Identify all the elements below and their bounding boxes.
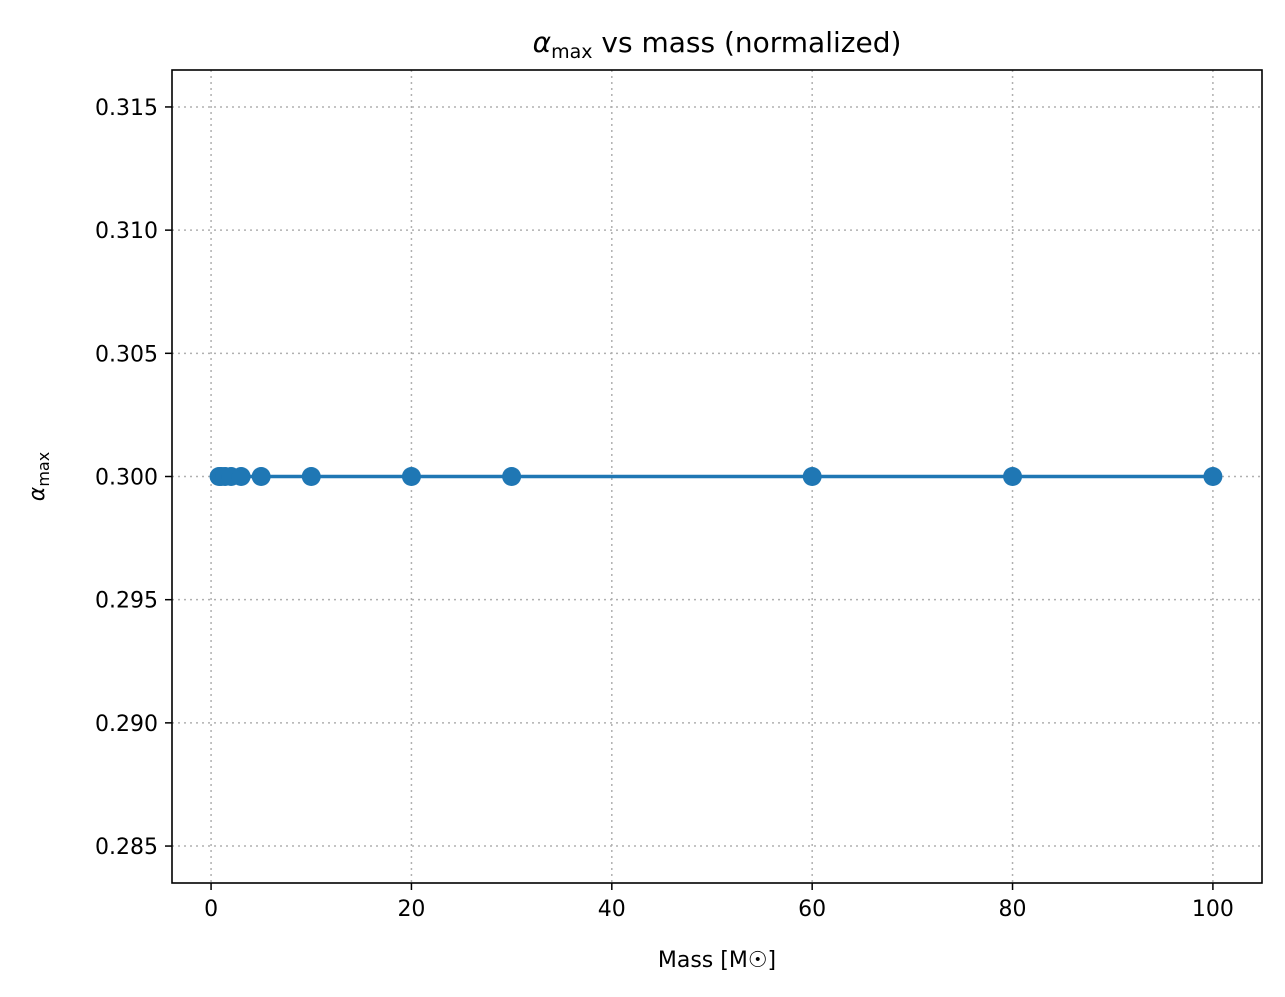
x-tick-label: 40 xyxy=(598,897,626,922)
data-point xyxy=(1003,467,1023,486)
y-tick-label: 0.315 xyxy=(95,96,158,121)
data-point xyxy=(802,467,822,486)
x-tick-label: 60 xyxy=(798,897,826,922)
data-point xyxy=(502,467,522,486)
title-rest: vs mass (normalized) xyxy=(592,26,901,59)
y-tick-label: 0.310 xyxy=(95,219,158,244)
x-axis-label: Mass [M☉] xyxy=(658,948,776,973)
y-tick-label: 0.285 xyxy=(95,835,158,860)
x-tick-label: 80 xyxy=(999,897,1027,922)
y-tick-label: 0.290 xyxy=(95,712,158,737)
series-layer xyxy=(209,467,1223,486)
data-point xyxy=(231,467,251,486)
x-tick-label: 20 xyxy=(397,897,425,922)
y-tick-label: 0.305 xyxy=(95,342,158,367)
y-axis-label: αmax xyxy=(25,452,53,501)
y-tick-label: 0.295 xyxy=(95,589,158,614)
y-tick-label: 0.300 xyxy=(95,466,158,491)
title-subscript: max xyxy=(551,41,592,63)
x-tick-label: 100 xyxy=(1192,897,1234,922)
chart-title: αmax vs mass (normalized) xyxy=(533,26,902,63)
data-point xyxy=(301,467,321,486)
data-point xyxy=(1203,467,1223,486)
title-symbol: α xyxy=(533,26,552,59)
axis-ticks: 0 20 40 60 80 100 0.285 0.290 0.295 0.300 0.305 0.3… xyxy=(95,96,1234,922)
y-axis-label-symbol: α xyxy=(25,486,50,501)
data-point xyxy=(251,467,271,486)
data-point xyxy=(401,467,421,486)
x-tick-label: 0 xyxy=(204,897,218,922)
y-axis-label-subscript: max xyxy=(34,452,53,487)
